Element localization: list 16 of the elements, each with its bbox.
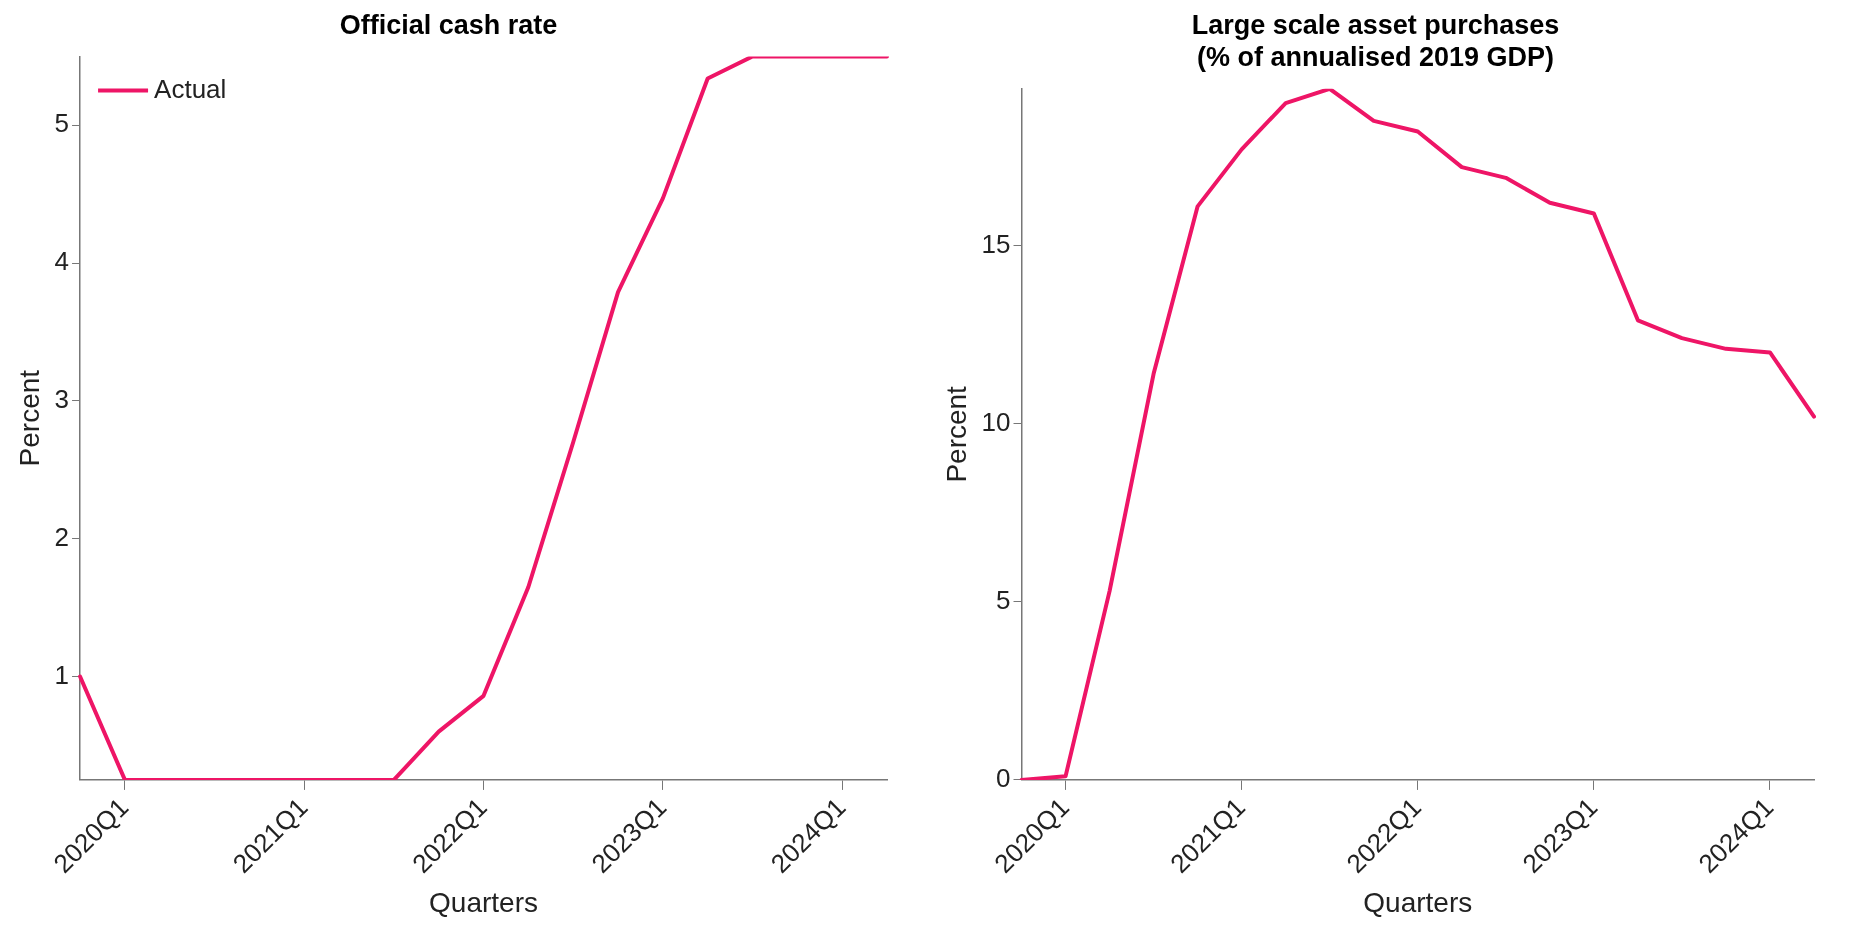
chart-title: Large scale asset purchases (% of annualised 2019 GDP) <box>1191 9 1560 73</box>
y-tick-label: 4 <box>54 246 70 277</box>
y-tick-label: 2 <box>54 521 70 552</box>
y-tick-label: 0 <box>996 763 1011 794</box>
x-axis-title: Quarters <box>429 886 538 918</box>
y-tick-label: 10 <box>981 406 1011 437</box>
y-axis-title: Percent <box>940 385 972 483</box>
y-tick-label: 5 <box>996 584 1011 615</box>
y-tick-label: 3 <box>54 384 70 415</box>
x-axis-title: Quarters <box>1363 886 1473 918</box>
y-axis-title: Percent <box>13 369 45 467</box>
chart-title: Official cash rate <box>339 9 558 40</box>
y-tick-label: 1 <box>54 659 70 690</box>
legend-label: Actual <box>154 73 227 104</box>
y-tick-label: 5 <box>54 108 70 139</box>
y-tick-label: 15 <box>981 228 1011 259</box>
